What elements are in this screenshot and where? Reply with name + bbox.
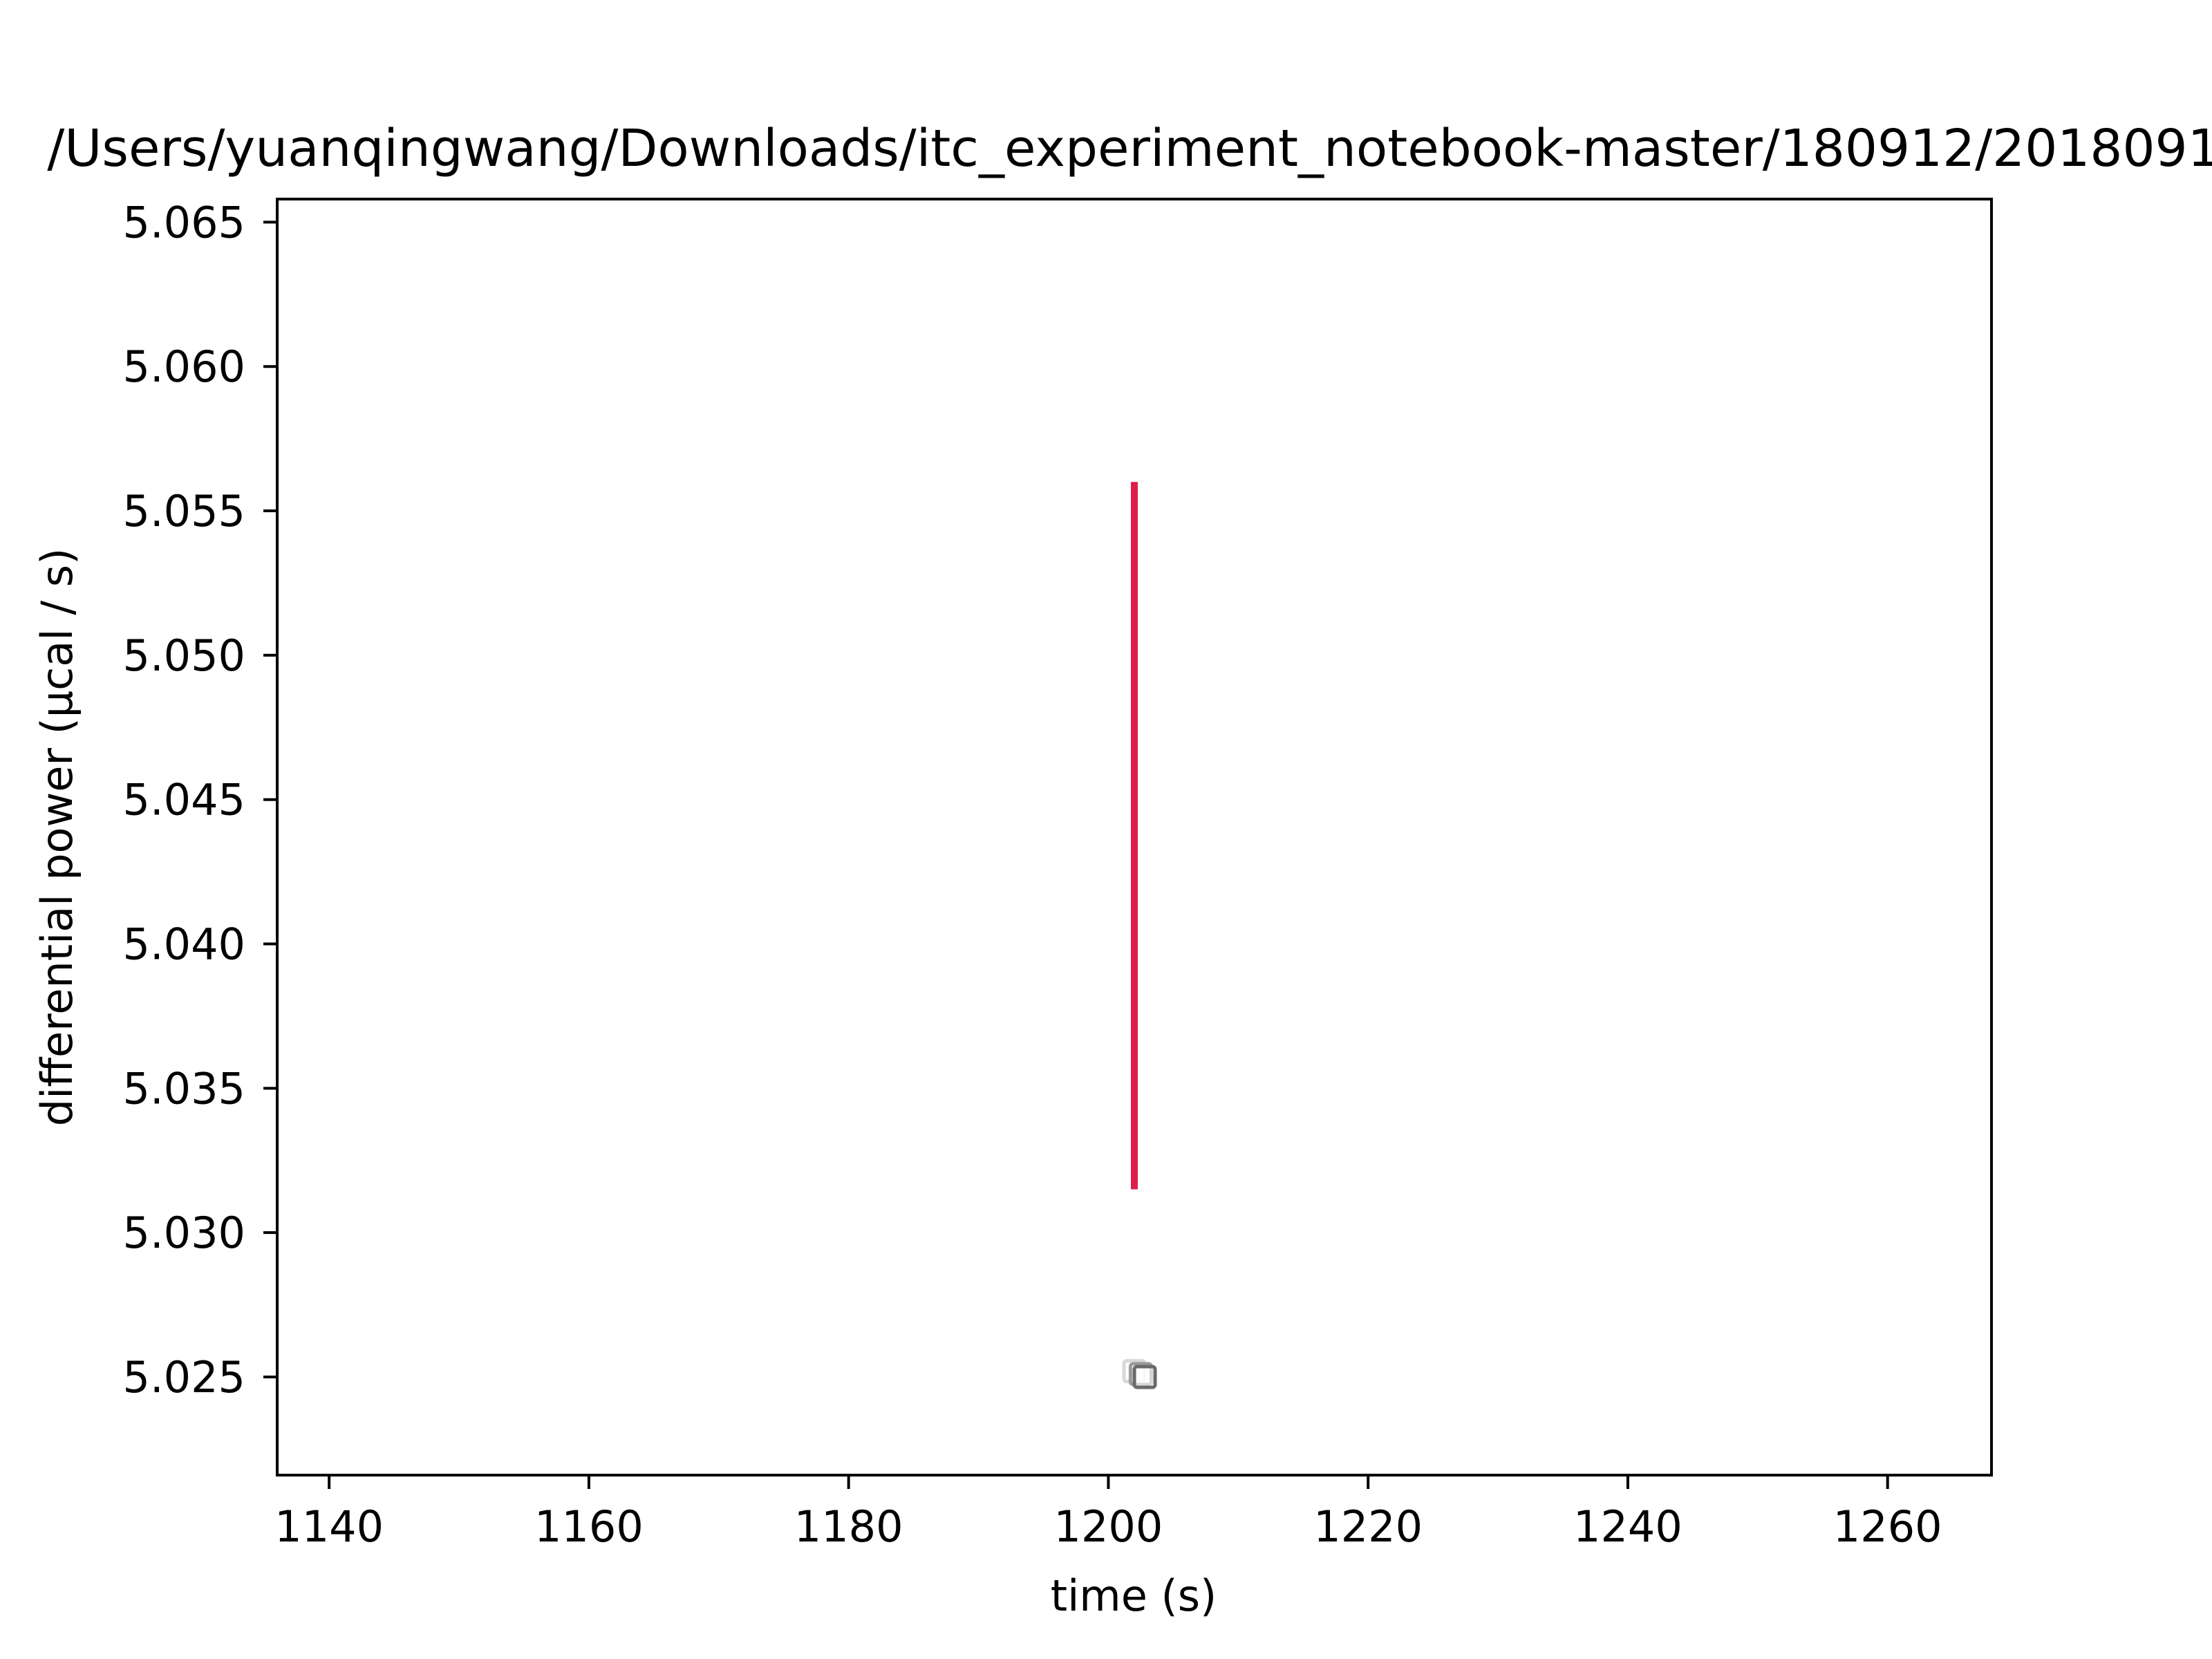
- x-tick-label: 1160: [534, 1501, 644, 1552]
- y-tick-label: 5.060: [123, 341, 246, 392]
- x-tick-label: 1140: [274, 1501, 384, 1552]
- y-tick-label: 5.050: [123, 630, 246, 681]
- plot-area: [276, 198, 1993, 1477]
- y-tick-label: 5.030: [123, 1208, 246, 1258]
- y-tick-label: 5.040: [123, 919, 246, 970]
- x-tick-label: 1240: [1573, 1501, 1683, 1552]
- y-tick-label: 5.025: [123, 1352, 246, 1403]
- x-axis-label: time (s): [1051, 1571, 1217, 1621]
- x-tick-label: 1200: [1054, 1501, 1163, 1552]
- y-tick-label: 5.035: [123, 1063, 246, 1114]
- x-tick-label: 1260: [1833, 1501, 1942, 1552]
- y-tick-label: 5.065: [123, 197, 246, 247]
- y-tick-label: 5.055: [123, 486, 246, 536]
- x-tick-label: 1180: [794, 1501, 903, 1552]
- x-axis: 1140 1160 1180 1200 1220 1240 1260: [274, 1475, 1942, 1552]
- y-tick-label: 5.045: [123, 775, 246, 825]
- x-tick-label: 1220: [1313, 1501, 1423, 1552]
- y-axis-label: differential power (μcal / s): [32, 548, 82, 1127]
- data-marker: [1132, 1365, 1157, 1389]
- y-axis: 5.025 5.030 5.035 5.040 5.045 5.050 5.055 5.060…: [123, 197, 277, 1403]
- chart-title: /Users/yuanqingwang/Downloads/itc_experi…: [47, 119, 2212, 178]
- series-layer: [1122, 482, 1157, 1389]
